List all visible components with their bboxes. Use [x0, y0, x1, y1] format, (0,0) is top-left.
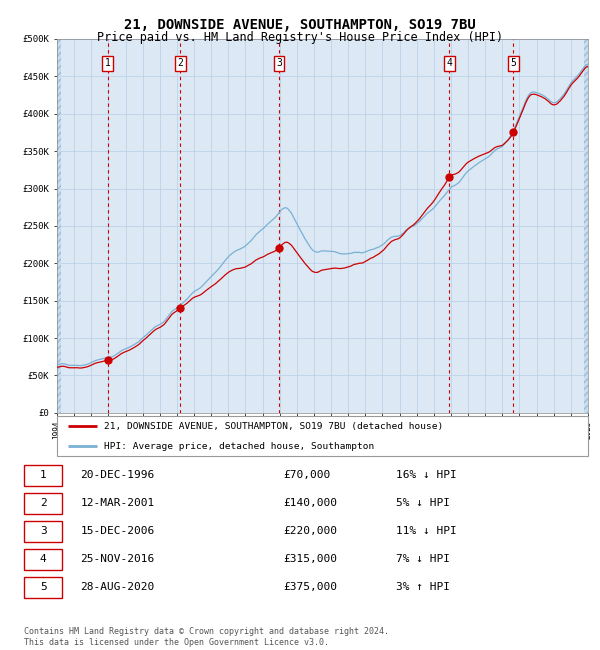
Text: 20-DEC-1996: 20-DEC-1996 — [80, 471, 155, 480]
Text: 5% ↓ HPI: 5% ↓ HPI — [396, 499, 450, 508]
Text: Contains HM Land Registry data © Crown copyright and database right 2024.
This d: Contains HM Land Registry data © Crown c… — [24, 627, 389, 647]
Text: 15-DEC-2006: 15-DEC-2006 — [80, 526, 155, 536]
Text: Price paid vs. HM Land Registry's House Price Index (HPI): Price paid vs. HM Land Registry's House … — [97, 31, 503, 44]
FancyBboxPatch shape — [24, 465, 62, 486]
Text: 5: 5 — [40, 582, 47, 592]
Text: 4: 4 — [446, 58, 452, 68]
Text: 21, DOWNSIDE AVENUE, SOUTHAMPTON, SO19 7BU (detached house): 21, DOWNSIDE AVENUE, SOUTHAMPTON, SO19 7… — [104, 422, 443, 430]
FancyBboxPatch shape — [24, 521, 62, 542]
Text: £375,000: £375,000 — [283, 582, 337, 592]
FancyBboxPatch shape — [24, 549, 62, 570]
Text: 7% ↓ HPI: 7% ↓ HPI — [396, 554, 450, 564]
FancyBboxPatch shape — [57, 416, 588, 456]
Text: £220,000: £220,000 — [283, 526, 337, 536]
Text: 28-AUG-2020: 28-AUG-2020 — [80, 582, 155, 592]
Text: 1: 1 — [105, 58, 110, 68]
Bar — [57, 39, 61, 413]
FancyBboxPatch shape — [24, 577, 62, 598]
Text: £315,000: £315,000 — [283, 554, 337, 564]
Bar — [584, 39, 588, 413]
Text: 21, DOWNSIDE AVENUE, SOUTHAMPTON, SO19 7BU: 21, DOWNSIDE AVENUE, SOUTHAMPTON, SO19 7… — [124, 18, 476, 32]
Text: 1: 1 — [40, 471, 47, 480]
Text: 4: 4 — [40, 554, 47, 564]
Text: 5: 5 — [511, 58, 517, 68]
Text: 16% ↓ HPI: 16% ↓ HPI — [396, 471, 457, 480]
Text: £140,000: £140,000 — [283, 499, 337, 508]
Text: 25-NOV-2016: 25-NOV-2016 — [80, 554, 155, 564]
FancyBboxPatch shape — [24, 493, 62, 514]
Text: 3% ↑ HPI: 3% ↑ HPI — [396, 582, 450, 592]
Text: 12-MAR-2001: 12-MAR-2001 — [80, 499, 155, 508]
Text: 2: 2 — [177, 58, 183, 68]
Text: 3: 3 — [276, 58, 282, 68]
Text: 3: 3 — [40, 526, 47, 536]
Text: 2: 2 — [40, 499, 47, 508]
Text: £70,000: £70,000 — [283, 471, 331, 480]
Text: 11% ↓ HPI: 11% ↓ HPI — [396, 526, 457, 536]
Text: HPI: Average price, detached house, Southampton: HPI: Average price, detached house, Sout… — [104, 442, 374, 450]
